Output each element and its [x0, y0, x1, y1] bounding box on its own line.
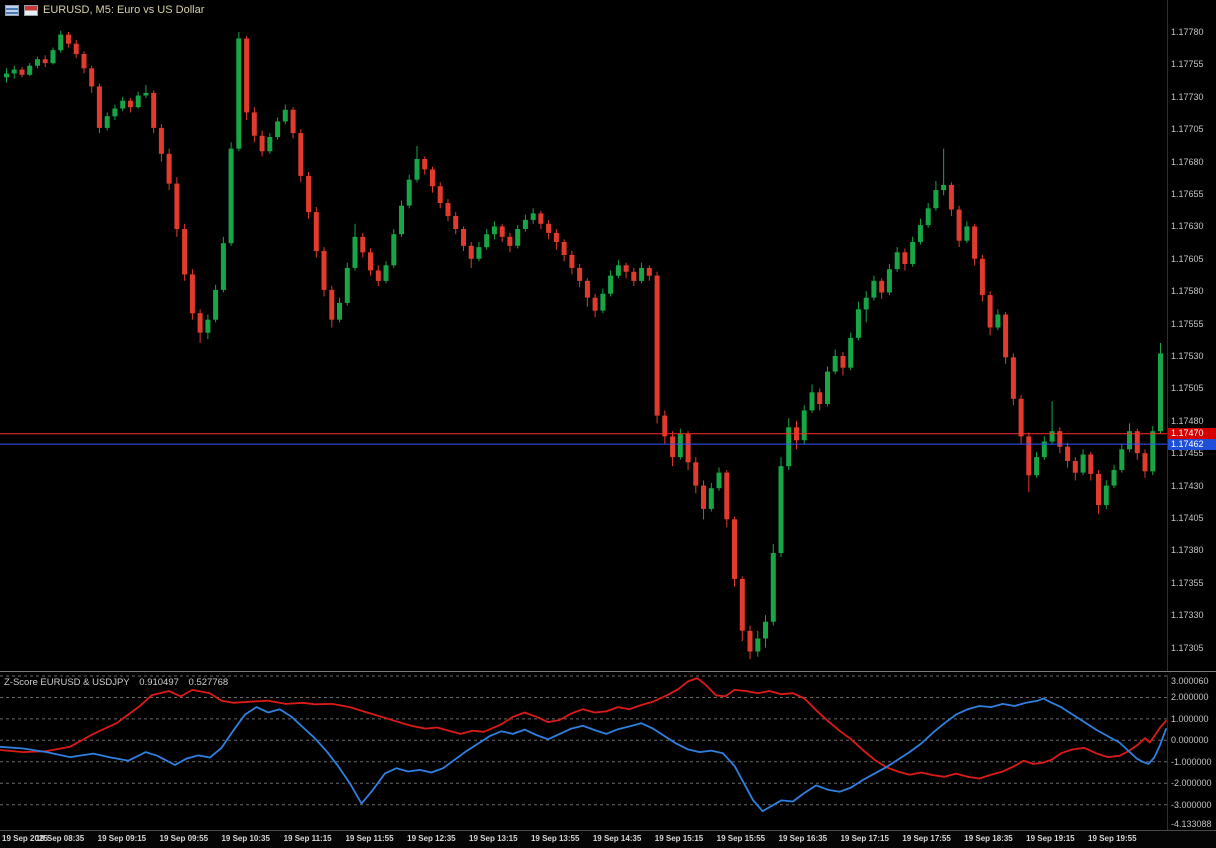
chart-symbol-label: EURUSD, M5: Euro vs US Dollar — [43, 4, 205, 16]
indicator-axis-label: -3.000000 — [1171, 799, 1212, 810]
time-axis-label: 19 Sep 17:55 — [902, 834, 951, 843]
time-axis-label: 19 Sep 09:15 — [97, 834, 147, 843]
time-axis-label: 19 Sep 13:15 — [469, 834, 518, 843]
price-axis-label: 1.17330 — [1171, 610, 1204, 621]
price-axis-label: 1.17505 — [1171, 383, 1204, 394]
time-axis-label: 19 Sep 19:55 — [1088, 834, 1137, 843]
indicator-axis-label: 2.000000 — [1171, 692, 1209, 703]
time-axis-label: 19 Sep 11:55 — [345, 834, 394, 843]
price-axis[interactable]: 1.17470 1.17462 1.17780 1.17755 1.17730 1.1… — [1168, 0, 1216, 671]
price-axis-label: 1.17730 — [1171, 91, 1204, 102]
time-axis-label: 19 Sep 2025 — [2, 834, 48, 843]
time-axis-label: 19 Sep 09:55 — [159, 834, 209, 843]
price-axis-label: 1.17530 — [1171, 351, 1204, 361]
indicator-canvas[interactable] — [0, 675, 1167, 830]
indicator-axis-label: -4.133088 — [1171, 819, 1212, 829]
chart-menu-icon[interactable] — [5, 4, 19, 16]
price-axis-label: 1.17580 — [1171, 286, 1204, 297]
time-axis-label: 19 Sep 15:15 — [654, 834, 704, 843]
indicator-axis-label: 3.000060 — [1171, 676, 1209, 686]
time-axis-label: 19 Sep 11:15 — [283, 834, 332, 843]
time-axis[interactable]: 19 Sep 2025 19 Sep 08:35 19 Sep 09:15 19 Se… — [0, 830, 1216, 848]
time-axis-label: 19 Sep 17:15 — [840, 834, 889, 843]
price-axis-label: 1.17755 — [1171, 59, 1204, 70]
axis-separator — [1167, 0, 1168, 830]
price-axis-label: 1.17455 — [1171, 448, 1204, 459]
indicator-axis-label: -2.000000 — [1171, 778, 1212, 789]
price-axis-label: 1.17680 — [1171, 156, 1204, 167]
time-axis-label: 19 Sep 12:35 — [407, 834, 456, 843]
price-axis-label: 1.17705 — [1171, 124, 1204, 135]
price-axis-label: 1.17480 — [1171, 415, 1204, 426]
indicator-name: Z-Score EURUSD & USDJPY — [4, 677, 130, 688]
price-axis-label: 1.17380 — [1171, 545, 1204, 556]
price-axis-label: 1.17655 — [1171, 189, 1204, 199]
price-axis-label: 1.17555 — [1171, 318, 1204, 329]
red-price-badge: 1.17470 — [1168, 428, 1216, 440]
blue-price-badge: 1.17462 — [1168, 438, 1216, 450]
time-axis-label: 19 Sep 13:55 — [530, 834, 580, 843]
indicator-axis[interactable]: 3.000060 2.000000 1.000000 0.000000 -1.00000… — [1168, 675, 1216, 830]
panel-splitter[interactable] — [0, 671, 1216, 675]
indicator-axis-label: 0.000000 — [1171, 735, 1209, 746]
price-axis-label: 1.17355 — [1171, 577, 1204, 588]
price-axis-label: 1.17605 — [1171, 253, 1204, 264]
price-axis-label: 1.17630 — [1171, 221, 1204, 232]
chart-window-icon[interactable] — [24, 4, 38, 16]
time-axis-label: 19 Sep 10:35 — [221, 834, 270, 843]
time-axis-label: 19 Sep 18:35 — [964, 834, 1013, 843]
indicator-value-2: 0.527768 — [188, 677, 229, 688]
time-axis-label: 19 Sep 15:55 — [716, 834, 766, 843]
chart-title-bar: EURUSD, M5: Euro vs US Dollar — [5, 4, 204, 16]
indicator-axis-label: -1.000000 — [1171, 756, 1212, 767]
price-axis-label: 1.17305 — [1171, 642, 1204, 653]
indicator-title: Z-Score EURUSD & USDJPY 0.910497 0.52776… — [4, 677, 235, 688]
price-axis-label: 1.17430 — [1171, 480, 1204, 491]
indicator-value-1: 0.910497 — [139, 677, 179, 688]
price-axis-label: 1.17780 — [1171, 27, 1204, 37]
time-axis-label: 19 Sep 14:35 — [592, 834, 642, 843]
time-axis-label: 19 Sep 16:35 — [778, 834, 828, 843]
price-chart-canvas[interactable] — [0, 0, 1167, 671]
price-axis-label: 1.17405 — [1171, 513, 1204, 523]
time-axis-label: 19 Sep 08:35 — [35, 834, 85, 843]
indicator-axis-label: 1.000000 — [1171, 713, 1209, 724]
time-axis-label: 19 Sep 19:15 — [1026, 834, 1075, 843]
